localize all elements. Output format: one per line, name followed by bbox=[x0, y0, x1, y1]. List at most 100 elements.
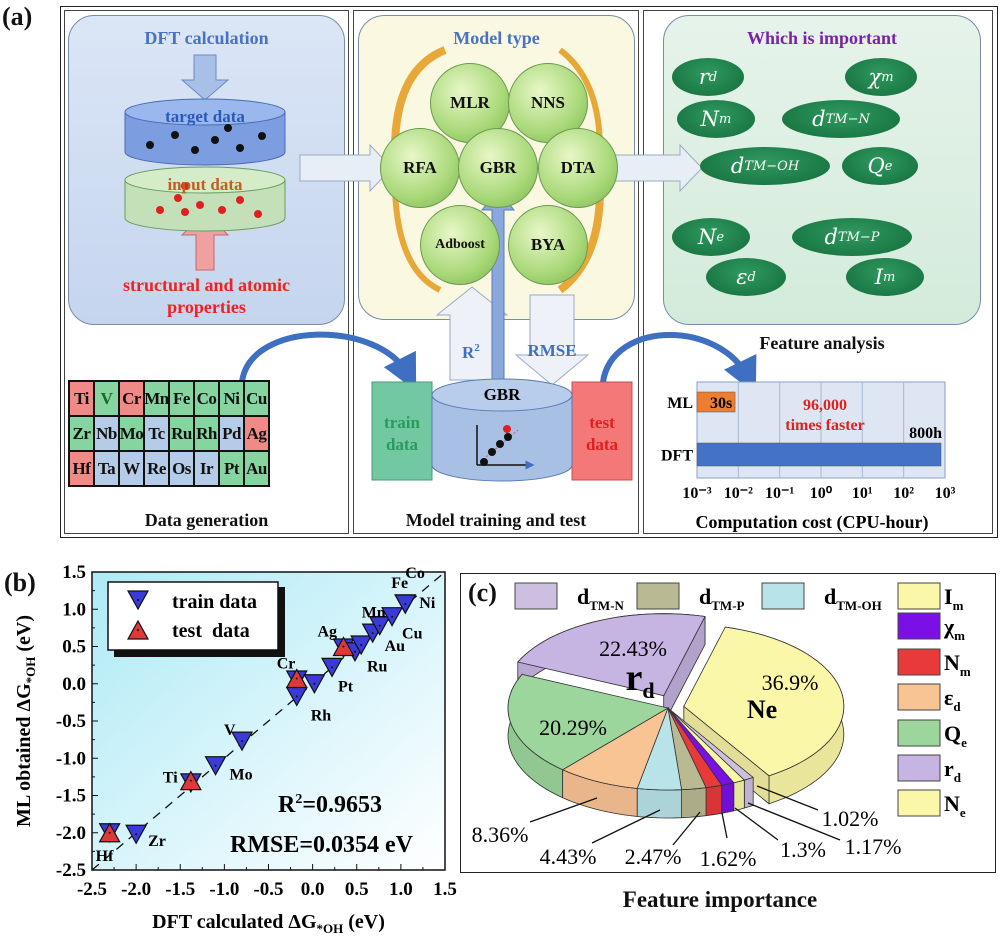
speedup-annotation: times faster bbox=[785, 417, 865, 434]
target-data-cylinder bbox=[124, 98, 286, 166]
legend-label: Qe bbox=[944, 721, 967, 750]
point-label: V bbox=[224, 722, 236, 739]
feature-importance-caption: Feature importance bbox=[622, 887, 818, 912]
train-point-dot bbox=[241, 740, 244, 743]
x-tick-label: -0.5 bbox=[253, 879, 283, 900]
leader-line bbox=[756, 785, 819, 811]
feature-subscript: TM−P bbox=[837, 229, 880, 245]
y-tick-label: 1.0 bbox=[62, 599, 86, 620]
x-tick-label: 0.0 bbox=[301, 879, 325, 900]
legend-swatch bbox=[897, 648, 941, 676]
tick-label: 10⁻² bbox=[724, 485, 753, 502]
element-cell: Pd bbox=[220, 417, 243, 450]
feature-subscript: m bbox=[882, 269, 896, 285]
feature-symbol: N bbox=[700, 107, 720, 131]
gbr-label: GBR bbox=[484, 385, 522, 404]
rmse-value: RMSE=0.0354 eV bbox=[230, 832, 414, 858]
leader-line bbox=[721, 812, 728, 839]
element-cell: Hf bbox=[70, 452, 93, 485]
which-important-title: Which is important bbox=[746, 28, 897, 48]
element-cell: Nb bbox=[95, 417, 118, 450]
test-data-box bbox=[571, 381, 633, 481]
test-data-label: test data bbox=[586, 413, 619, 454]
legend-swatch bbox=[897, 612, 941, 640]
legend-label: εd bbox=[944, 685, 961, 714]
train-point-dot bbox=[313, 682, 316, 685]
slice-percent-label: 22.43% bbox=[599, 636, 667, 661]
element-cell: Au bbox=[245, 452, 268, 485]
slice-percent-label: 8.36% bbox=[472, 822, 529, 847]
x-tick-label: 0.5 bbox=[345, 879, 369, 900]
pie-slice-εd bbox=[561, 707, 669, 789]
test-point-dot bbox=[189, 779, 192, 782]
model-nns: NNS bbox=[508, 63, 588, 143]
train-point-dot bbox=[331, 666, 334, 669]
cycle-arrow-icon bbox=[557, 189, 604, 294]
model-rfa: RFA bbox=[380, 128, 460, 208]
periodic-table: Ti V Cr Mn Fe Co Ni Cu Zr Nb Mo Tc Ru Rh Pd Ag Hf Ta W Re Os… bbox=[68, 380, 270, 487]
element-cell: Os bbox=[170, 452, 193, 485]
legend-label: Im bbox=[944, 584, 964, 613]
point-label: Mn bbox=[362, 605, 386, 622]
feature-subscript: e bbox=[884, 158, 893, 174]
element-cell: Cu bbox=[245, 382, 268, 415]
feature-symbol: Q bbox=[867, 154, 885, 178]
y-tick-label: -0.5 bbox=[56, 711, 86, 732]
test-point-dot bbox=[108, 831, 111, 834]
cycle-arrow-icon bbox=[392, 189, 442, 293]
feature-analysis-caption: Feature analysis bbox=[759, 333, 885, 353]
train-point-dot bbox=[391, 615, 394, 618]
legend-swatch bbox=[897, 754, 941, 782]
element-cell: Re bbox=[145, 452, 168, 485]
data-generation-panel bbox=[64, 10, 349, 534]
y-tick-label: -1.0 bbox=[56, 748, 86, 769]
feature-symbol: r bbox=[698, 65, 709, 89]
leader-line bbox=[747, 802, 841, 841]
x-tick-label: -2.5 bbox=[77, 879, 107, 900]
y-tick-label: 0.0 bbox=[62, 674, 86, 695]
pie-side-Im bbox=[733, 779, 745, 812]
leader-line bbox=[672, 811, 701, 846]
tick-label: 10⁰ bbox=[810, 485, 833, 502]
feature-subscript: TM−N bbox=[825, 111, 870, 127]
point-label: Au bbox=[385, 638, 406, 655]
model-bya: BYA bbox=[508, 205, 588, 285]
point-label: Hf bbox=[96, 848, 114, 865]
legend-test-marker-dot bbox=[137, 629, 139, 631]
point-label: Ti bbox=[163, 770, 178, 787]
gbr-cylinder bbox=[431, 378, 573, 482]
train-point-dot bbox=[135, 833, 138, 836]
legend-label: dTM-P bbox=[699, 584, 745, 613]
x-tick-label: 1.0 bbox=[389, 879, 413, 900]
model-dta: DTA bbox=[538, 128, 618, 208]
legend-swatch bbox=[897, 582, 941, 610]
legend-swatch bbox=[897, 789, 941, 817]
legend-train-label: train data bbox=[172, 591, 257, 613]
bar-ml bbox=[696, 391, 736, 413]
structural-properties-text: structural and atomic properties bbox=[123, 275, 290, 317]
model-gbr: GBR bbox=[458, 128, 538, 208]
slice-percent-label: 1.02% bbox=[822, 806, 879, 831]
x-axis-label: Computation cost (CPU-hour) bbox=[696, 512, 929, 533]
input-data-cylinder bbox=[124, 166, 286, 232]
element-cell: Ag bbox=[245, 417, 268, 450]
x-axis-label: DFT calculated ΔG*OH (eV) bbox=[152, 911, 385, 936]
panel-c-label: (c) bbox=[468, 578, 497, 607]
scatter-plot: -2.5-2.5 -2.0 -2.0 -1.5 -1.5 -1.0 -1.0 -0.5 -0.5… bbox=[13, 562, 457, 936]
panel-b-label: (b) bbox=[4, 568, 36, 597]
speedup-annotation: 96,000 bbox=[803, 397, 847, 414]
slice-percent-label: 36.9% bbox=[762, 670, 819, 695]
element-cell: V bbox=[95, 382, 118, 415]
element-cell: W bbox=[120, 452, 143, 485]
x-tick-label: -1.0 bbox=[209, 879, 239, 900]
element-cell: Tc bbox=[145, 417, 168, 450]
point-label: Fe bbox=[391, 575, 408, 592]
legend-test-label: test data bbox=[172, 620, 250, 642]
feature-symbol: ε bbox=[736, 265, 748, 289]
legend-label: χm bbox=[943, 614, 965, 643]
test-point-dot bbox=[342, 645, 345, 648]
slice-percent-label: 2.47% bbox=[625, 844, 682, 869]
